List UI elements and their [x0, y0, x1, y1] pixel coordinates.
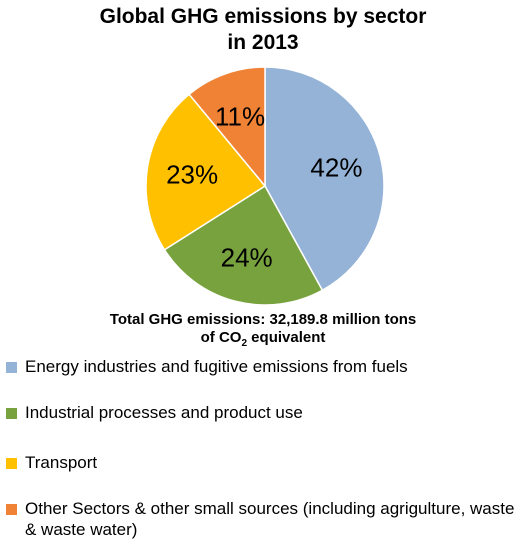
chart-title: Global GHG emissions by sector in 2013 [0, 4, 526, 56]
pie-chart: 42% 24% 23% 11% [145, 66, 385, 306]
legend-swatch-energy [6, 362, 17, 373]
data-label-other: 11% [215, 102, 265, 132]
subtitle-line-2: of CO2 equivalent [0, 329, 526, 353]
legend-label-industrial: Industrial processes and product use [25, 403, 303, 422]
chart-title-line-2: in 2013 [227, 31, 299, 54]
chart-subtitle: Total GHG emissions: 32,189.8 million to… [0, 311, 526, 353]
legend-item-transport: Transport [6, 452, 525, 473]
pie-slice-industrial [163, 184, 324, 306]
chart-title-line-1: Global GHG emissions by sector [99, 5, 427, 28]
legend-item-other: Other Sectors & other small sources (inc… [6, 498, 525, 540]
legend-item-energy: Energy industries and fugitive emissions… [6, 356, 525, 377]
subtitle-line-2-sub: 2 [241, 338, 248, 349]
legend-item-industrial: Industrial processes and product use [6, 402, 525, 423]
legend-swatch-other [6, 504, 17, 515]
legend-label-other: Other Sectors & other small sources (inc… [25, 499, 515, 539]
data-label-energy: 42% [310, 153, 362, 183]
pie-slice-other [188, 66, 266, 189]
subtitle-line-2-pre: of CO [200, 329, 242, 346]
subtitle-line-2-post: equivalent [247, 329, 326, 346]
legend-swatch-industrial [6, 408, 17, 419]
legend-label-energy: Energy industries and fugitive emissions… [25, 357, 408, 376]
legend-swatch-transport [6, 458, 17, 469]
legend-label-transport: Transport [25, 453, 98, 472]
pie-slice-energy [264, 66, 385, 292]
data-label-industrial: 24% [221, 242, 273, 272]
data-label-transport: 23% [166, 159, 218, 189]
pie-slice-transport [145, 93, 267, 251]
subtitle-line-1: Total GHG emissions: 32,189.8 million to… [109, 311, 417, 328]
